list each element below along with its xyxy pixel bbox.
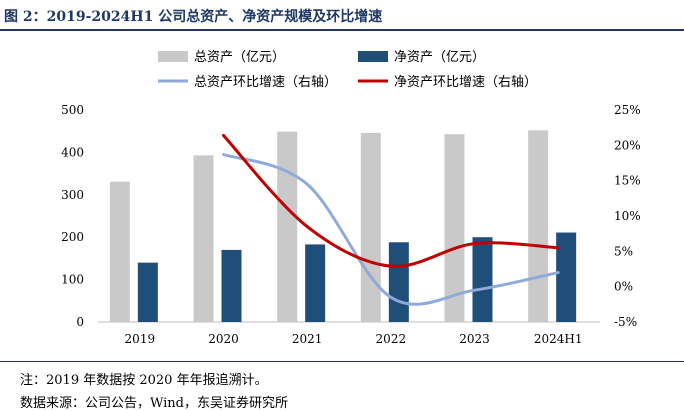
x-tick-label: 2020 [208,332,239,346]
legend: 总资产（亿元） 净资产（亿元） 总资产环比增速（右轴） 净资产环比增速（右轴） [158,50,537,90]
bar-total-assets [277,131,298,322]
y-left-tick-label: 0 [76,315,84,329]
x-tick-label: 2024H1 [534,332,583,346]
bar-total-assets [360,132,381,322]
y-right-tick-label: 0% [614,280,633,294]
figure-title: 图 2：2019-2024H1 公司总资产、净资产规模及环比增速 [4,9,383,25]
x-tick-label: 2019 [125,332,156,346]
legend-net-assets-swatch [358,51,388,62]
bars [109,130,577,322]
y-right-tick-label: 15% [614,174,641,188]
title-rule [0,29,684,31]
y-left-tick-label: 400 [61,145,84,159]
bar-net-assets [137,262,158,322]
bar-total-assets [444,134,465,322]
chart: 总资产（亿元） 净资产（亿元） 总资产环比增速（右轴） 净资产环比增速（右轴） 0 10… [61,50,641,346]
bar-total-assets [109,181,130,322]
legend-total-assets-swatch [158,51,188,62]
bar-net-assets [221,249,242,322]
y-left-tick-label: 300 [61,188,84,202]
chart-note: 注：2019 年数据按 2020 年年报追溯计。 [20,373,268,388]
x-tick-label: 2022 [376,332,407,346]
bar-net-assets [556,232,577,322]
y-right-tick-label: -5% [614,315,637,329]
y-right-tick-label: 20% [614,138,641,152]
legend-total-assets-label: 总资产（亿元） [194,50,285,65]
legend-net-assets-label: 净资产（亿元） [394,50,485,65]
y-right-tick-label: 10% [614,209,641,223]
y-left-tick-label: 200 [61,230,84,244]
y-left-tick-label: 100 [61,273,84,287]
bar-net-assets [305,244,326,322]
bar-total-assets [193,155,214,322]
bar-total-assets [528,130,549,322]
bar-net-assets [388,242,409,322]
line-total-assets-growth [222,153,560,306]
legend-net-assets-growth-label: 净资产环比增速（右轴） [394,75,537,90]
x-tick-label: 2021 [292,332,323,346]
x-tick-label: 2023 [459,332,490,346]
axes: 0 100 200 300 400 500 -5% 0% 5% 10% 15% 20% 25% 2019 2… [61,103,641,346]
bar-net-assets [472,237,493,322]
y-right-tick-label: 25% [614,103,641,117]
legend-total-assets-growth-label: 总资产环比增速（右轴） [194,75,337,90]
y-left-tick-label: 500 [61,103,84,117]
data-source: 数据来源：公司公告，Wind，东吴证券研究所 [20,396,288,411]
line-net-assets-growth [222,133,560,268]
y-right-tick-label: 5% [614,244,633,258]
lines [222,133,560,306]
footer-rule [0,361,684,362]
